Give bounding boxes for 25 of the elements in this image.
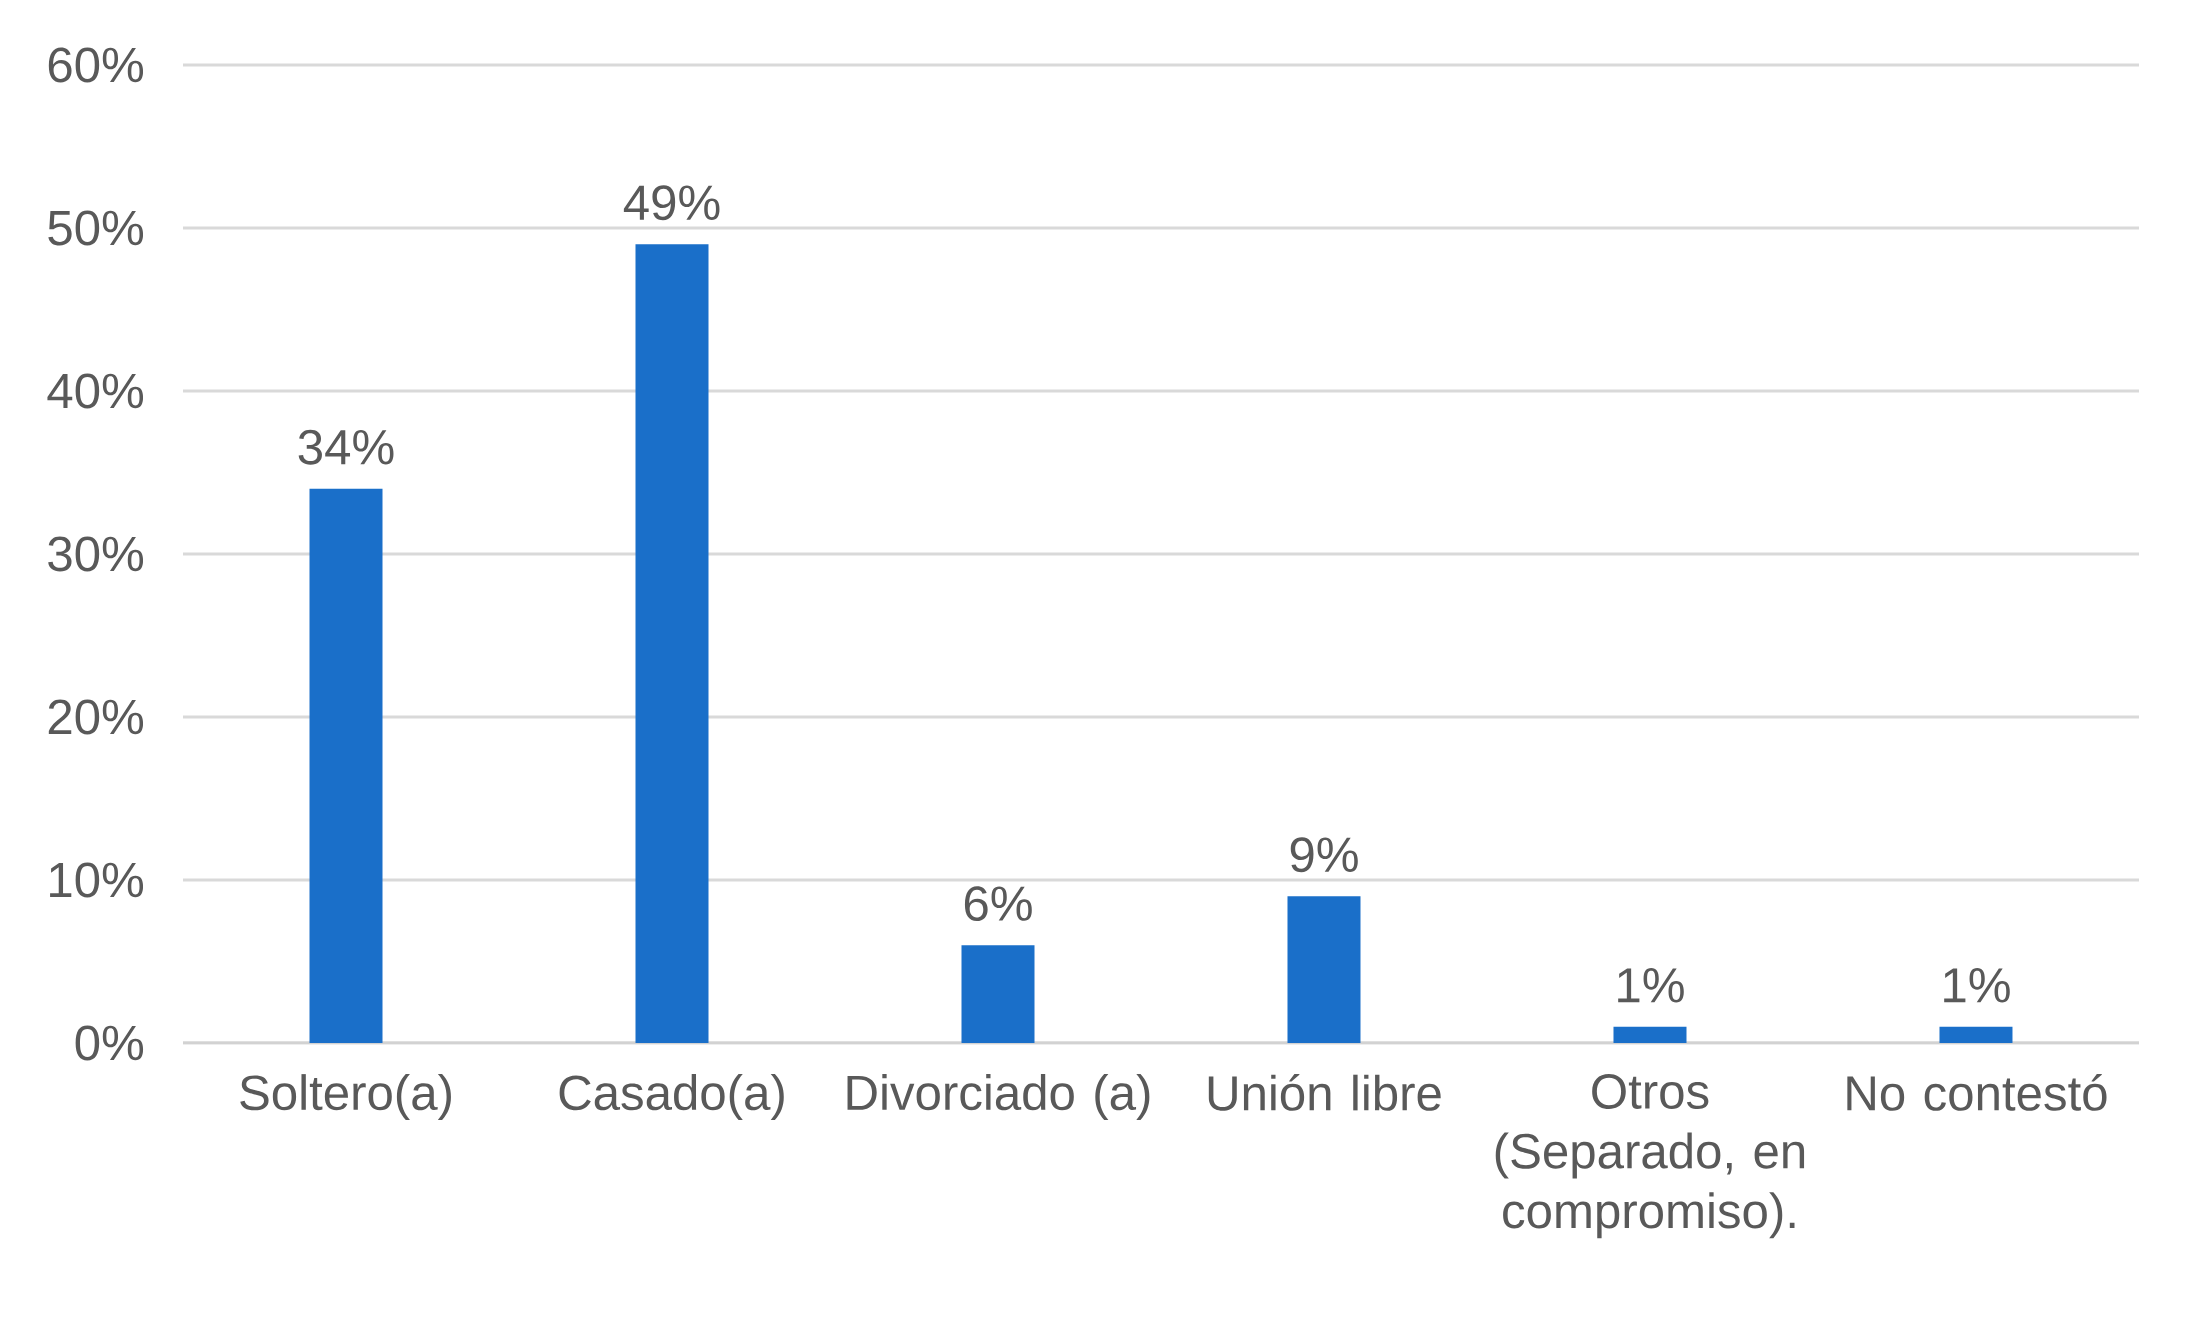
y-tick-label: 20% bbox=[48, 699, 144, 735]
bar bbox=[961, 945, 1035, 1043]
data-label: 6% bbox=[964, 886, 1032, 922]
bar bbox=[635, 244, 709, 1043]
y-tick-label: 30% bbox=[48, 536, 144, 572]
y-tick-label: 50% bbox=[48, 210, 144, 246]
x-tick-label: Soltero(a) bbox=[240, 1074, 451, 1120]
data-label: 34% bbox=[298, 429, 394, 465]
x-tick-label: Unión libre bbox=[1208, 1074, 1441, 1111]
data-label: 1% bbox=[1944, 968, 2010, 1003]
y-tick-label: 10% bbox=[50, 862, 144, 898]
x-tick-label: Divorciado (a) bbox=[847, 1074, 1150, 1120]
bar bbox=[309, 488, 383, 1043]
y-tick-label: 40% bbox=[47, 373, 144, 409]
y-tick-label: 60% bbox=[48, 47, 144, 83]
bar bbox=[1287, 896, 1361, 1043]
x-tick-label: No contestó bbox=[1847, 1074, 2107, 1111]
x-tick-label: Casado(a) bbox=[559, 1074, 784, 1120]
bar bbox=[1613, 1026, 1687, 1043]
x-tick-label: Otros (Separado, en compromiso). bbox=[1495, 1074, 1805, 1239]
bar bbox=[1939, 1026, 2013, 1043]
data-label: 9% bbox=[1290, 837, 1358, 873]
data-label: 1% bbox=[1618, 968, 1684, 1003]
y-tick-label: 0% bbox=[75, 1025, 144, 1061]
data-label: 49% bbox=[623, 185, 720, 221]
